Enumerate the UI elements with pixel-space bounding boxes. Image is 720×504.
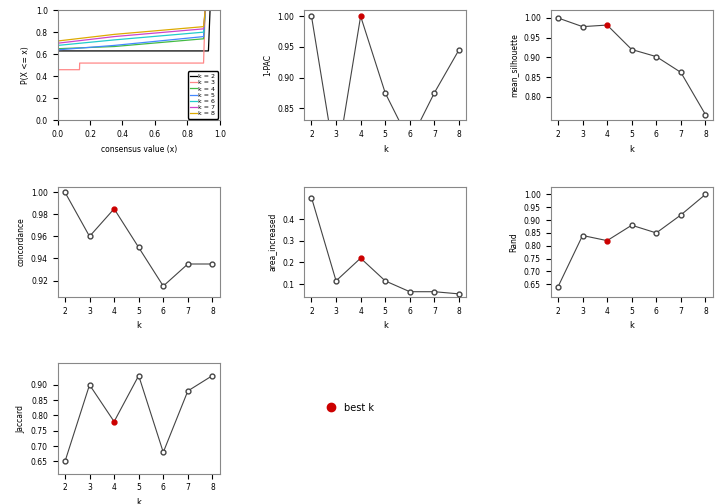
- Y-axis label: P(X <= x): P(X <= x): [21, 46, 30, 84]
- k = 5: [199, 34, 208, 40]
- k = 8: [201, 7, 210, 13]
- k = 4: [110, 43, 119, 49]
- k = 5: [201, 7, 210, 13]
- Legend: best k: best k: [317, 399, 378, 416]
- k = 7: [53, 117, 62, 123]
- k = 4: [215, 7, 224, 13]
- Line: k = 2: k = 2: [58, 10, 220, 120]
- k = 6: [53, 117, 62, 123]
- k = 5: [53, 47, 62, 53]
- Line: k = 3: k = 3: [58, 10, 220, 120]
- k = 4: [53, 46, 62, 52]
- X-axis label: k: k: [383, 145, 387, 154]
- Y-axis label: concordance: concordance: [17, 218, 25, 266]
- k = 5: [215, 7, 224, 13]
- k = 3: [76, 60, 84, 66]
- k = 7: [201, 7, 210, 13]
- Y-axis label: Rand: Rand: [509, 232, 518, 252]
- k = 2: [215, 7, 224, 13]
- k = 3: [201, 7, 210, 13]
- k = 6: [53, 42, 62, 48]
- k = 8: [53, 117, 62, 123]
- k = 6: [215, 7, 224, 13]
- X-axis label: k: k: [136, 322, 141, 331]
- Y-axis label: mean_silhouette: mean_silhouette: [509, 33, 518, 97]
- X-axis label: k: k: [629, 322, 634, 331]
- k = 3: [199, 60, 208, 66]
- k = 3: [53, 117, 62, 123]
- X-axis label: k: k: [136, 498, 141, 504]
- k = 4: [199, 36, 208, 42]
- k = 6: [199, 29, 208, 35]
- Line: k = 7: k = 7: [58, 10, 220, 120]
- Y-axis label: Jaccard: Jaccard: [17, 405, 25, 432]
- k = 2: [204, 48, 212, 54]
- k = 6: [201, 7, 210, 13]
- X-axis label: consensus value (x): consensus value (x): [101, 145, 177, 154]
- X-axis label: k: k: [629, 145, 634, 154]
- k = 7: [215, 7, 224, 13]
- k = 3: [53, 67, 62, 73]
- k = 7: [53, 40, 62, 46]
- k = 5: [110, 42, 119, 48]
- k = 5: [53, 117, 62, 123]
- X-axis label: k: k: [383, 322, 387, 331]
- k = 8: [110, 31, 119, 37]
- k = 3: [75, 67, 84, 73]
- Line: k = 8: k = 8: [58, 10, 220, 120]
- Y-axis label: 1-PAC: 1-PAC: [263, 54, 272, 76]
- Y-axis label: area_increased: area_increased: [268, 213, 276, 271]
- k = 4: [201, 7, 210, 13]
- Line: k = 4: k = 4: [58, 10, 220, 120]
- k = 7: [199, 26, 208, 32]
- k = 8: [215, 7, 224, 13]
- k = 8: [199, 24, 208, 30]
- k = 2: [53, 117, 62, 123]
- k = 6: [110, 37, 119, 43]
- k = 4: [53, 117, 62, 123]
- k = 8: [53, 38, 62, 44]
- k = 2: [206, 7, 215, 13]
- Line: k = 6: k = 6: [58, 10, 220, 120]
- k = 3: [215, 7, 224, 13]
- k = 7: [110, 34, 119, 40]
- Legend: k = 2, k = 3, k = 4, k = 5, k = 6, k = 7, k = 8: k = 2, k = 3, k = 4, k = 5, k = 6, k = 7…: [188, 72, 218, 118]
- Line: k = 5: k = 5: [58, 10, 220, 120]
- k = 2: [53, 48, 62, 54]
